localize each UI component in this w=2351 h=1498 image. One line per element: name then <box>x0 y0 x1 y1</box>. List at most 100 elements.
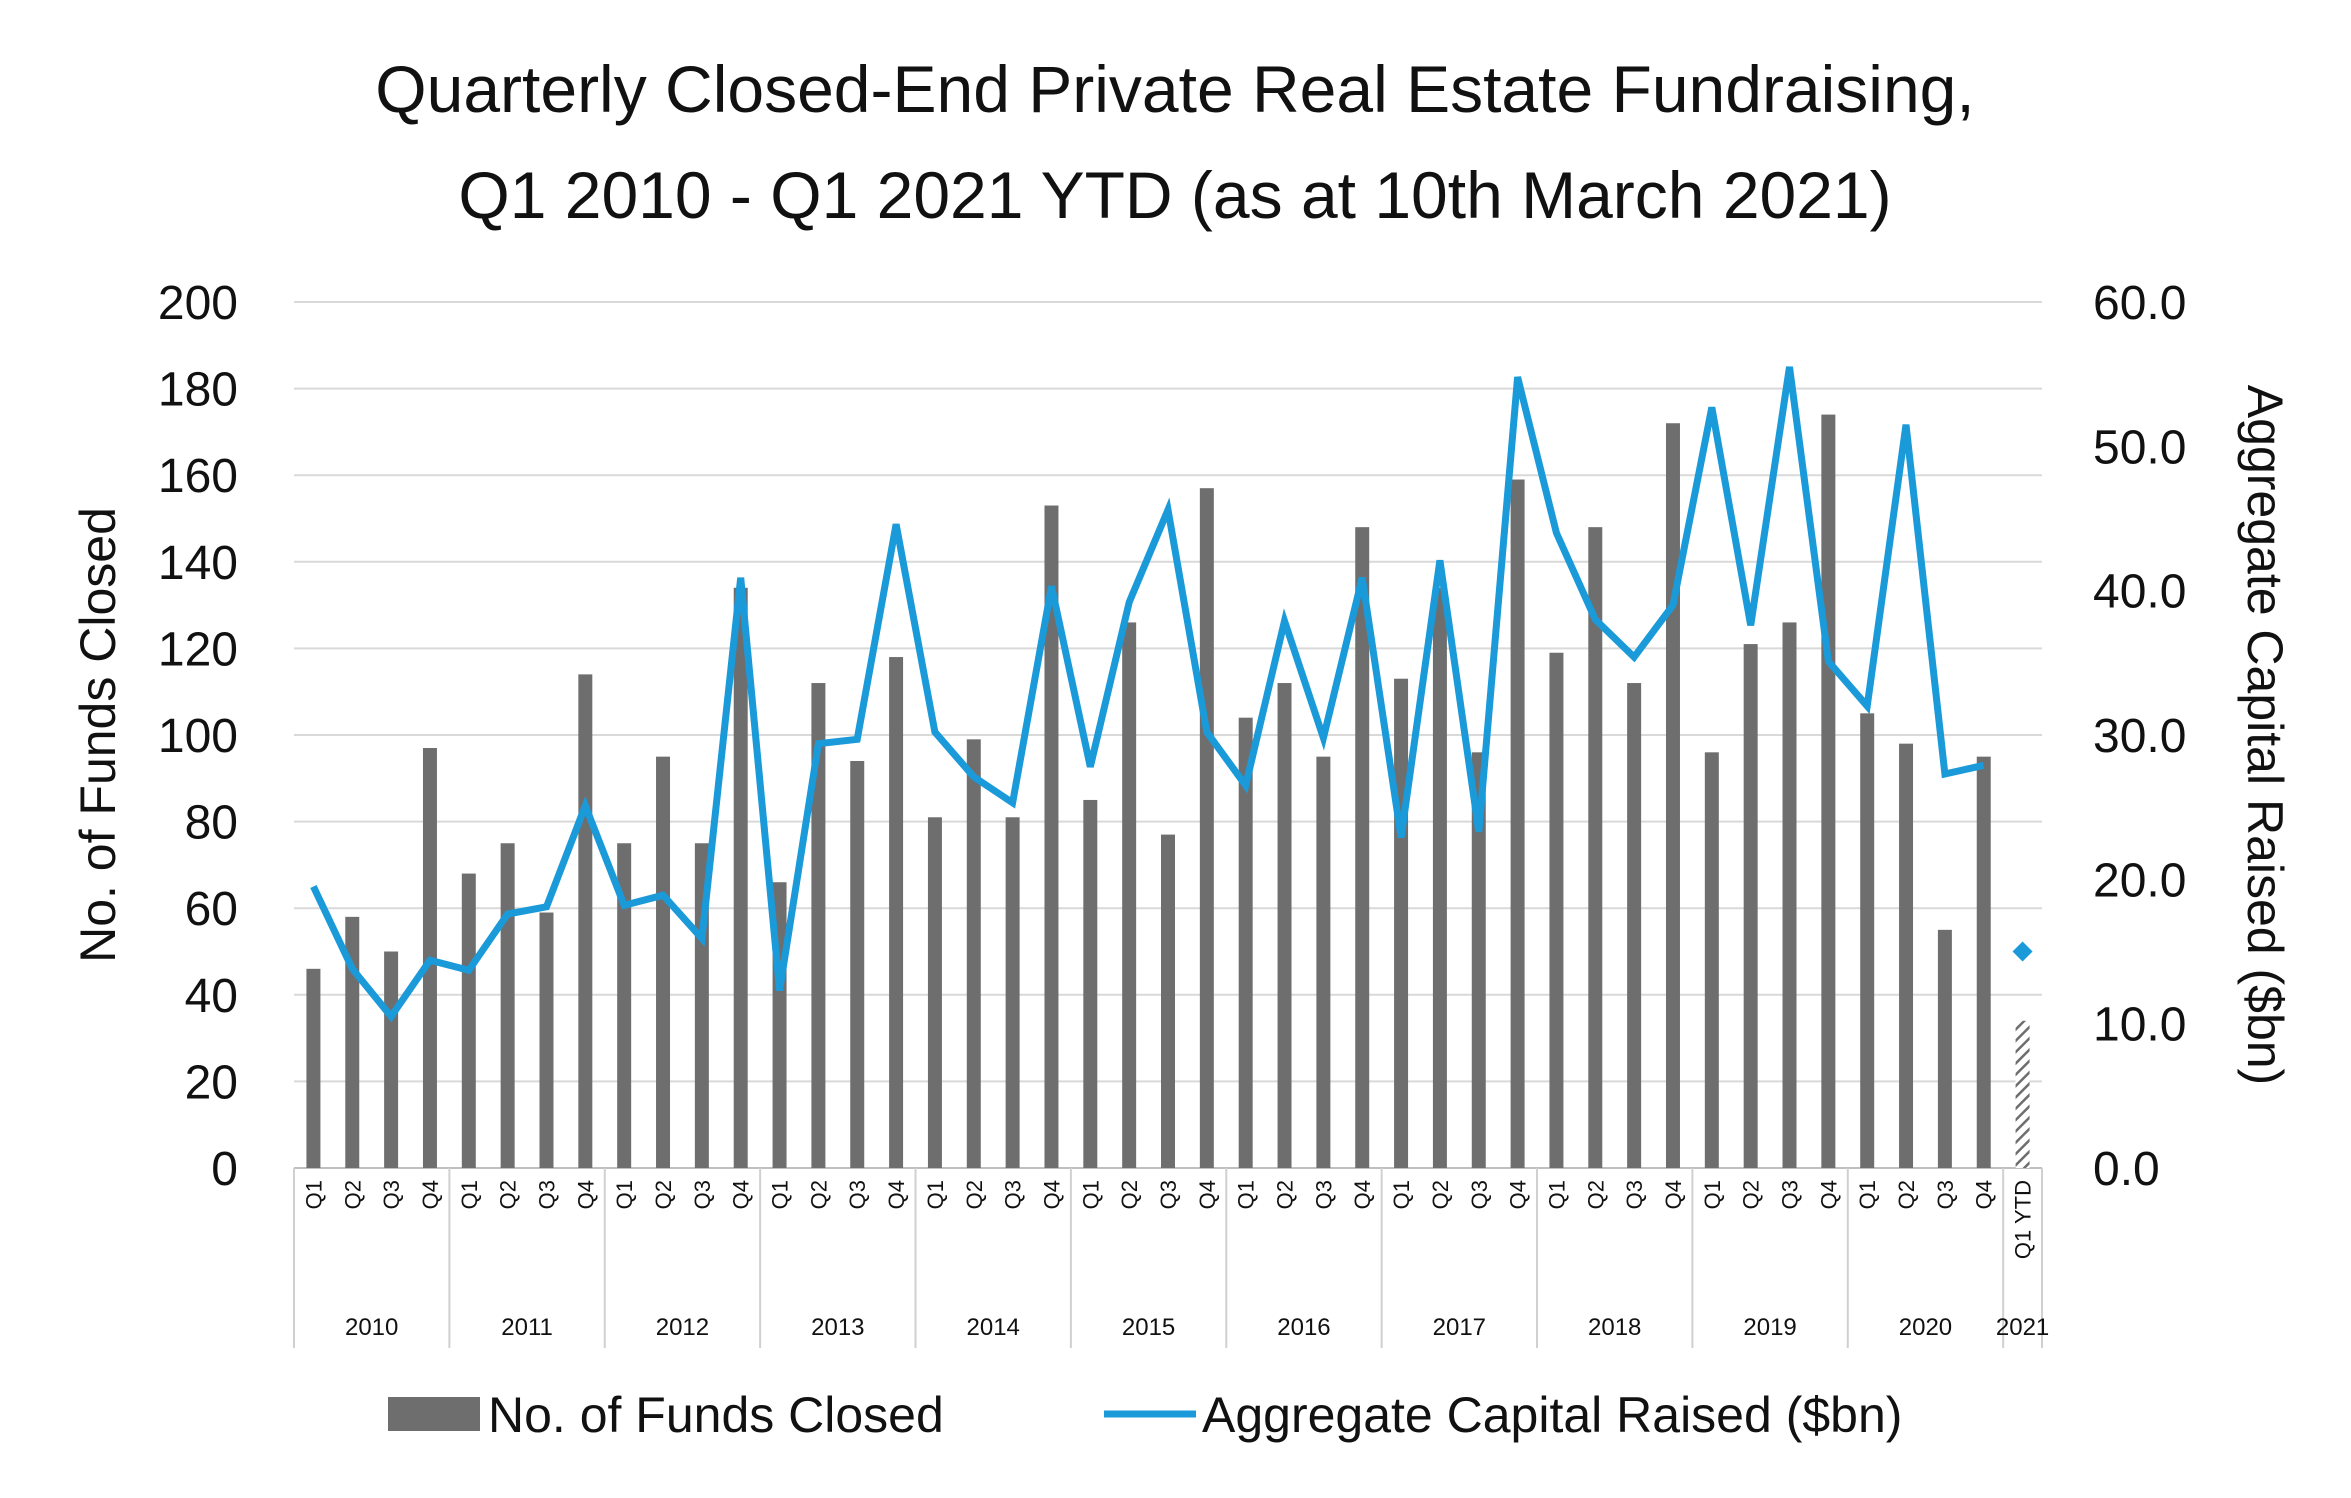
quarter-tick-label: Q1 <box>1855 1180 1880 1209</box>
quarter-tick-label: Q1 <box>457 1180 482 1209</box>
bar-funds-closed <box>345 916 360 1168</box>
bar-funds-closed <box>578 674 593 1168</box>
bar-funds-closed <box>1161 834 1175 1168</box>
quarter-tick-label: Q3 <box>1622 1180 1647 1209</box>
bar-funds-closed <box>1665 423 1680 1168</box>
y-left-tick-label: 100 <box>158 710 238 763</box>
y-left-tick-label: 160 <box>158 450 238 503</box>
bar-funds-closed <box>1782 622 1797 1168</box>
line-capital-raised <box>310 366 1985 1023</box>
quarter-tick-label: Q2 <box>1428 1180 1453 1209</box>
bar-funds-closed <box>1122 622 1137 1168</box>
legend-label-bars: No. of Funds Closed <box>488 1387 944 1443</box>
quarter-tick-label: Q2 <box>1894 1180 1919 1209</box>
quarter-tick-label: Q1 <box>923 1180 948 1209</box>
bar-funds-closed <box>1860 713 1875 1168</box>
quarter-tick-label: Q2 <box>1117 1180 1142 1209</box>
quarter-tick-label: Q1 <box>1234 1180 1259 1209</box>
bar-funds-closed <box>1704 752 1719 1168</box>
quarter-tick-label: Q4 <box>1972 1180 1997 1209</box>
year-label: 2010 <box>345 1314 398 1341</box>
bar-funds-closed <box>1316 756 1331 1168</box>
quarter-tick-label: Q4 <box>1661 1180 1686 1209</box>
bar-funds-closed <box>539 912 554 1168</box>
bar-funds-closed <box>927 817 942 1168</box>
legend-label-line: Aggregate Capital Raised ($bn) <box>1202 1387 1902 1443</box>
bar-funds-closed <box>733 587 748 1168</box>
quarter-tick-label: Q3 <box>1778 1180 1803 1209</box>
y-right-tick-label: 60.0 <box>2093 277 2186 330</box>
quarter-tick-label: Q2 <box>962 1180 987 1209</box>
quarter-tick-label: Q4 <box>1039 1180 1064 1209</box>
bar-funds-closed <box>1937 929 1952 1168</box>
bar-funds-closed <box>1549 652 1564 1168</box>
bar-funds-closed <box>966 739 981 1168</box>
quarter-tick-label: Q4 <box>884 1180 909 1209</box>
bar-funds-closed <box>1005 817 1020 1168</box>
left-axis-ticks: 0 20 40 60 80 100 120 140 160 180 200 <box>158 277 238 1196</box>
bar-funds-closed <box>306 968 321 1168</box>
year-label: 2016 <box>1277 1314 1330 1341</box>
bar-funds-closed <box>850 760 865 1168</box>
quarter-tick-label: Q1 <box>301 1180 326 1209</box>
quarter-tick-label: Q2 <box>1273 1180 1298 1209</box>
quarter-tick-label: Q3 <box>1933 1180 1958 1209</box>
year-label: 2013 <box>811 1314 864 1341</box>
y-left-tick-label: 80 <box>185 797 238 850</box>
quarter-tick-label: Q2 <box>1739 1180 1764 1209</box>
y-left-tick-label: 60 <box>185 883 238 936</box>
quarter-tick-label: Q4 <box>1350 1180 1375 1209</box>
quarter-tick-label: Q1 <box>1544 1180 1569 1209</box>
bar-funds-closed <box>1627 683 1642 1168</box>
quarter-tick-label: Q3 <box>1156 1180 1181 1209</box>
y-left-tick-label: 0 <box>211 1143 238 1196</box>
y-axis-right-title: Aggregate Capital Raised ($bn) <box>2237 385 2293 1085</box>
bar-funds-closed <box>500 843 515 1168</box>
quarter-tick-label: Q4 <box>1816 1180 1841 1209</box>
chart-title-line-2: Q1 2010 - Q1 2021 YTD (as at 10th March … <box>458 158 1891 232</box>
bar-funds-closed <box>1471 752 1486 1168</box>
quarter-tick-label: Q3 <box>690 1180 715 1209</box>
y-left-tick-label: 200 <box>158 277 238 330</box>
right-axis-ticks: 0.0 10.0 20.0 30.0 40.0 50.0 60.0 <box>2093 277 2186 1196</box>
quarter-tick-label: Q3 <box>1467 1180 1492 1209</box>
quarter-tick-label: Q2 <box>806 1180 831 1209</box>
bar-funds-closed <box>1743 644 1758 1168</box>
bar-funds-closed <box>889 657 904 1168</box>
category-axis: Q1 Q2 Q3 Q4 Q1 Q2 Q3 Q4 Q1 Q2 Q3 Q4 Q1 Q2 Q3 Q4 Q1 Q2 Q3 Q4… <box>293 1168 2049 1348</box>
bar-funds-closed-ytd <box>2015 1020 2030 1168</box>
quarter-tick-label: Q4 <box>1195 1180 1220 1209</box>
y-left-tick-label: 180 <box>158 364 238 417</box>
bar-funds-closed <box>1394 678 1409 1168</box>
quarter-tick-label: Q4 <box>573 1180 598 1209</box>
quarter-tick-label: Q3 <box>1311 1180 1336 1209</box>
quarter-tick-label: Q4 <box>418 1180 443 1209</box>
quarter-tick-label: Q1 YTD <box>2011 1180 2036 1259</box>
bar-funds-closed <box>1238 717 1253 1168</box>
quarter-tick-label: Q2 <box>340 1180 365 1209</box>
year-label: 2017 <box>1433 1314 1486 1341</box>
y-right-tick-label: 30.0 <box>2093 710 2186 763</box>
quarter-tick-label: Q1 <box>1078 1180 1103 1209</box>
chart-title-line-1: Quarterly Closed-End Private Real Estate… <box>375 52 1974 126</box>
legend: No. of Funds Closed Aggregate Capital Ra… <box>388 1387 1902 1443</box>
quarter-tick-label: Q4 <box>1506 1180 1531 1209</box>
y-right-tick-label: 20.0 <box>2093 854 2186 907</box>
bar-funds-closed <box>1083 799 1098 1168</box>
bar-funds-closed <box>1355 527 1370 1168</box>
quarter-tick-label: Q3 <box>1001 1180 1026 1209</box>
quarter-tick-label: Q1 <box>768 1180 793 1209</box>
line-series <box>310 366 2033 1023</box>
year-label: 2020 <box>1899 1314 1952 1341</box>
y-left-tick-label: 20 <box>185 1056 238 1109</box>
bar-funds-closed <box>1510 479 1525 1168</box>
year-label: 2015 <box>1122 1314 1175 1341</box>
bar-funds-closed <box>617 843 632 1168</box>
y-right-tick-label: 40.0 <box>2093 566 2186 619</box>
year-label: 2019 <box>1743 1314 1796 1341</box>
quarter-tick-label: Q3 <box>845 1180 870 1209</box>
quarter-tick-label: Q1 <box>612 1180 637 1209</box>
y-right-tick-label: 50.0 <box>2093 421 2186 474</box>
